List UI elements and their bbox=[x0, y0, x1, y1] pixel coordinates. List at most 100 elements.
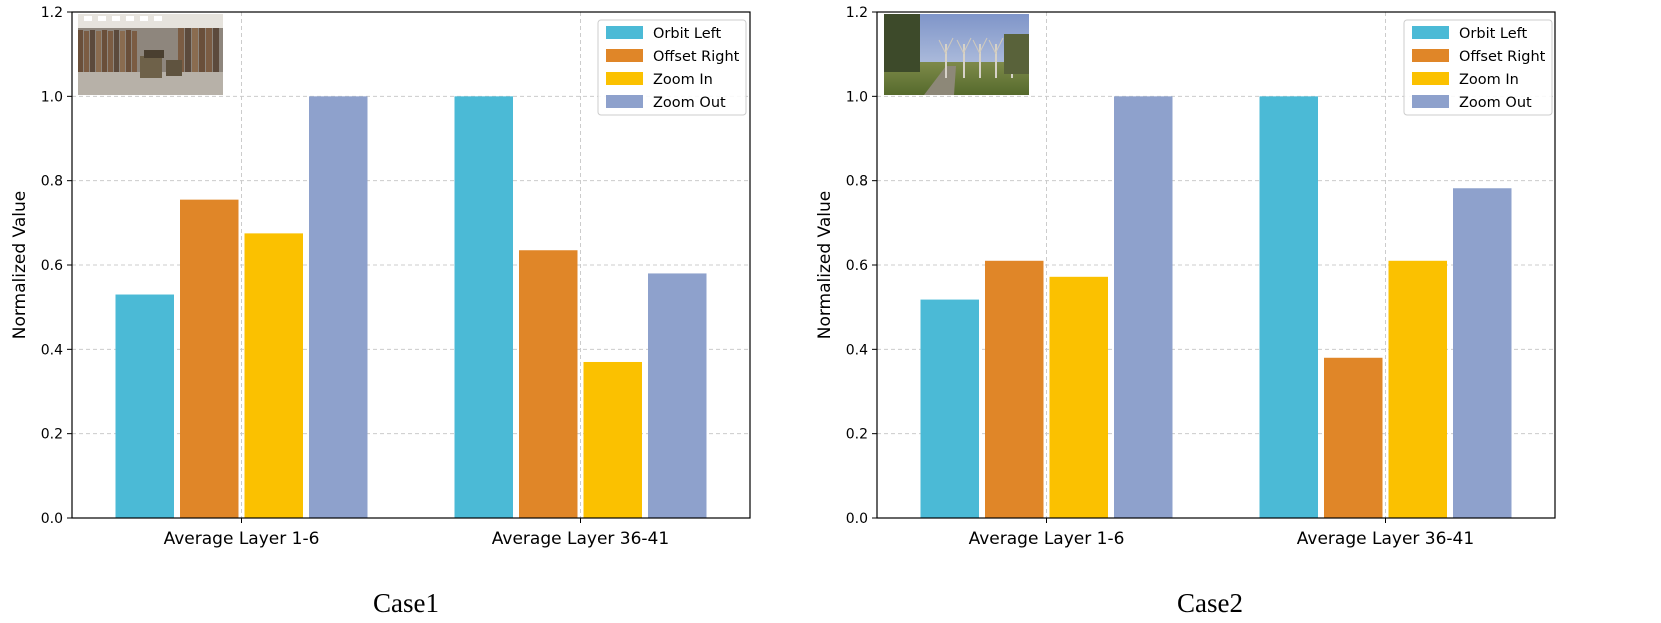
legend-swatch bbox=[1412, 26, 1449, 39]
ceiling-light bbox=[126, 16, 134, 21]
bar-offset-right bbox=[519, 250, 578, 518]
legend-label: Offset Right bbox=[1459, 49, 1546, 65]
bar-offset-right bbox=[985, 260, 1044, 518]
legend: Orbit Left Offset Right Zoom In Zoom Out bbox=[597, 19, 747, 116]
legend-swatch bbox=[606, 95, 643, 108]
bookshelf bbox=[90, 30, 95, 72]
bar-offset-right bbox=[180, 199, 239, 518]
bookshelf bbox=[96, 31, 101, 73]
armchair bbox=[166, 60, 182, 76]
tree-left bbox=[884, 14, 920, 72]
tree-right bbox=[1004, 34, 1029, 74]
bookshelf bbox=[102, 30, 107, 72]
y-tick-label: 1.2 bbox=[41, 5, 63, 21]
bar-zoom-out bbox=[1453, 188, 1512, 519]
legend-box bbox=[597, 19, 747, 116]
ceiling-light bbox=[154, 16, 162, 21]
bar-zoom-in bbox=[583, 361, 642, 518]
ceiling-light bbox=[98, 16, 106, 21]
bar-offset-right bbox=[1324, 357, 1383, 518]
path bbox=[924, 66, 956, 95]
legend-swatch bbox=[1412, 95, 1449, 108]
bar-orbit-left bbox=[920, 299, 979, 518]
legend-label: Zoom In bbox=[653, 72, 713, 88]
armchair bbox=[140, 56, 162, 78]
tree-branch bbox=[963, 37, 972, 53]
ceiling-light bbox=[112, 16, 120, 21]
ceiling-light bbox=[84, 16, 92, 21]
floor bbox=[78, 72, 223, 95]
bookshelf bbox=[126, 30, 131, 72]
y-tick-label: 1.0 bbox=[41, 89, 63, 105]
y-tick-label: 0.2 bbox=[41, 427, 63, 443]
indoor-library-photo bbox=[78, 14, 223, 95]
bookshelf bbox=[78, 30, 83, 72]
legend-label: Offset Right bbox=[653, 49, 740, 65]
tree-branch bbox=[972, 39, 981, 55]
bookshelf bbox=[199, 28, 205, 78]
bookshelf bbox=[108, 31, 113, 73]
x-tick-label: Average Layer 1-6 bbox=[164, 529, 320, 549]
panel-caption: Case1 bbox=[373, 588, 439, 618]
bar-zoom-out bbox=[309, 96, 368, 518]
x-tick-label: Average Layer 36-41 bbox=[492, 529, 669, 549]
bookshelf bbox=[132, 31, 137, 73]
bookshelf bbox=[206, 28, 212, 78]
y-tick-label: 0.8 bbox=[41, 174, 63, 190]
bookshelf bbox=[192, 28, 198, 78]
bookshelf bbox=[178, 28, 184, 78]
y-tick-label: 0.4 bbox=[41, 342, 63, 358]
tree-branch bbox=[995, 37, 1004, 53]
legend-label: Orbit Left bbox=[1459, 26, 1527, 42]
x-tick-label: Average Layer 1-6 bbox=[969, 529, 1125, 549]
y-tick-label: 0.0 bbox=[41, 511, 63, 527]
armchair-back bbox=[144, 50, 164, 58]
bookshelf bbox=[114, 30, 119, 72]
y-tick-label: 0.6 bbox=[41, 258, 63, 274]
y-tick-label: 0.0 bbox=[846, 511, 868, 527]
bookshelf bbox=[84, 31, 89, 73]
y-tick-label: 0.8 bbox=[846, 174, 868, 190]
legend-swatch bbox=[606, 26, 643, 39]
legend-swatch bbox=[1412, 49, 1449, 62]
bar-orbit-left bbox=[115, 294, 174, 518]
legend-label: Zoom In bbox=[1459, 72, 1519, 88]
legend-swatch bbox=[1412, 72, 1449, 85]
tree-branch bbox=[988, 39, 997, 55]
legend-label: Zoom Out bbox=[1459, 95, 1532, 111]
y-tick-label: 0.2 bbox=[846, 427, 868, 443]
chart-panel-2: 0.0 0.2 0.4 0.6 0.8 1.0 1.2 Average Layer 1-6 Av… bbox=[815, 5, 1556, 618]
y-axis-label: Normalized Value bbox=[10, 191, 30, 340]
y-tick-label: 0.6 bbox=[846, 258, 868, 274]
x-tick-label: Average Layer 36-41 bbox=[1297, 529, 1474, 549]
panel-caption: Case2 bbox=[1177, 588, 1243, 618]
legend: Orbit Left Offset Right Zoom In Zoom Out bbox=[1403, 19, 1553, 116]
bar-zoom-in bbox=[1388, 260, 1447, 518]
legend-box bbox=[1403, 19, 1553, 116]
legend-swatch bbox=[606, 49, 643, 62]
bar-orbit-left bbox=[454, 96, 513, 518]
bookshelf bbox=[213, 28, 219, 78]
bookshelf bbox=[185, 28, 191, 78]
bar-orbit-left bbox=[1259, 96, 1318, 518]
legend-label: Zoom Out bbox=[653, 95, 726, 111]
y-axis-label: Normalized Value bbox=[815, 191, 835, 340]
bar-zoom-in bbox=[244, 233, 303, 518]
y-tick-label: 1.2 bbox=[846, 5, 868, 21]
tree-branch bbox=[945, 37, 954, 53]
bar-zoom-out bbox=[1114, 96, 1173, 518]
tree-branch bbox=[979, 37, 988, 53]
tree-branch bbox=[938, 39, 947, 55]
legend-swatch bbox=[606, 72, 643, 85]
legend-label: Orbit Left bbox=[653, 26, 721, 42]
bar-zoom-out bbox=[648, 273, 707, 518]
bookshelf bbox=[120, 31, 125, 73]
y-tick-label: 1.0 bbox=[846, 89, 868, 105]
tree-branch bbox=[956, 39, 965, 55]
bar-zoom-in bbox=[1049, 276, 1108, 518]
chart-panel-1: 0.0 0.2 0.4 0.6 0.8 1.0 1.2 Average Layer 1-6 Av… bbox=[10, 5, 751, 618]
outdoor-park-photo bbox=[884, 14, 1029, 95]
y-tick-label: 0.4 bbox=[846, 342, 868, 358]
ceiling-light bbox=[140, 16, 148, 21]
